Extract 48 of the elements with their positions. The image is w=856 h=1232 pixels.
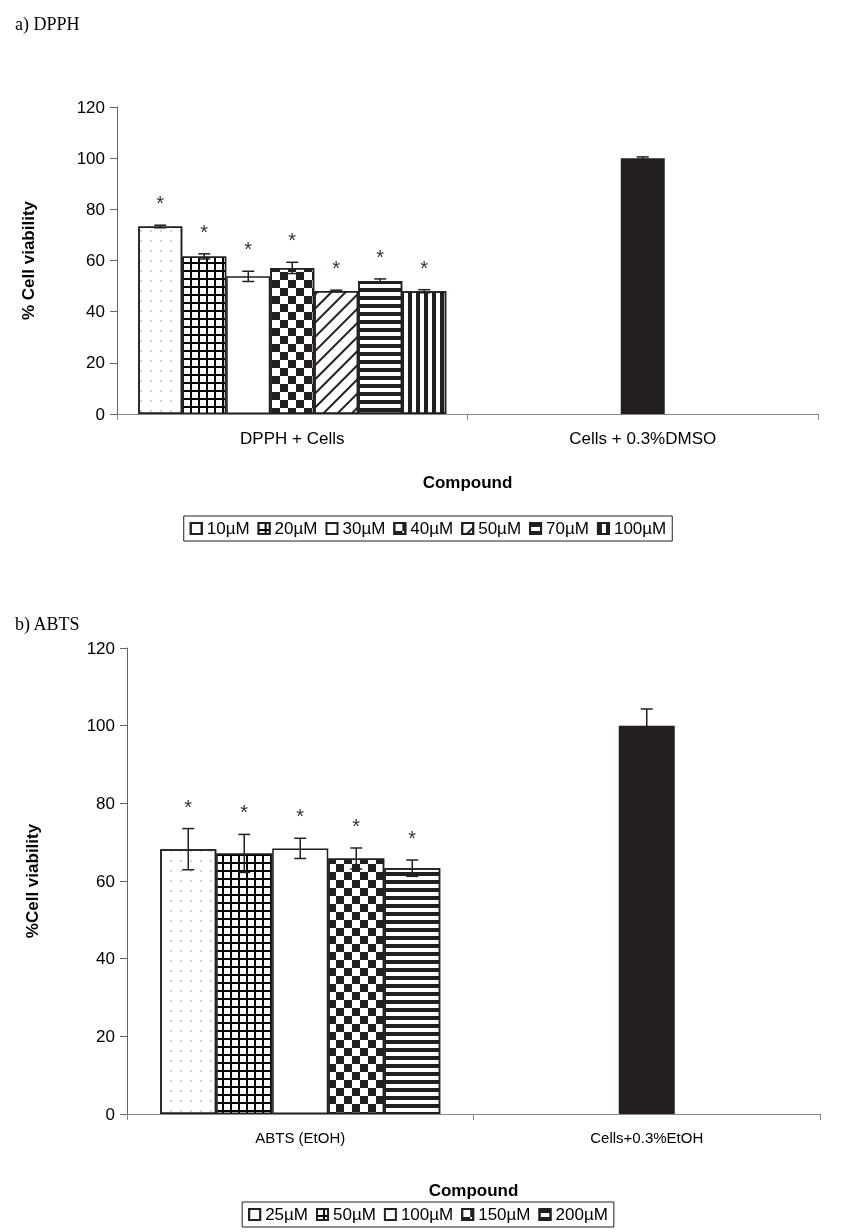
- x-axis-title: Compound: [428, 1181, 519, 1200]
- annotation: *: [352, 814, 361, 837]
- y-tick-label: 20: [86, 353, 105, 373]
- y-axis-title: %Cell viability: [23, 823, 42, 939]
- annotation: *: [408, 827, 417, 850]
- y-tick-label: 80: [86, 199, 105, 219]
- annotation: *: [184, 795, 193, 818]
- annotation: *: [376, 245, 385, 268]
- y-tick-label: 20: [96, 1026, 115, 1046]
- y-tick-label: 40: [96, 949, 115, 969]
- legend-label: 30µM: [342, 519, 386, 538]
- legend-label: 50µM: [478, 519, 522, 538]
- y-tick-label: 0: [95, 404, 105, 424]
- y-tick-label: 40: [86, 302, 105, 322]
- legend-label: 50µM: [333, 1205, 376, 1224]
- legend-label: 200µM: [555, 1205, 608, 1224]
- annotation: *: [420, 256, 429, 279]
- legend-label: 100µM: [400, 1205, 454, 1224]
- legend-label: 100µM: [613, 519, 667, 538]
- x-tick-label: ABTS (EtOH): [255, 1129, 346, 1146]
- legend-label: 150µM: [478, 1205, 531, 1224]
- annotation: *: [244, 238, 253, 261]
- legend-label: 20µM: [274, 519, 318, 538]
- x-tick-label: Cells + 0.3%DMSO: [569, 429, 717, 448]
- legend-label: 40µM: [410, 519, 454, 538]
- y-tick-label: 80: [96, 793, 115, 813]
- y-tick-label: 100: [76, 148, 105, 168]
- y-tick-label: 100: [86, 716, 115, 736]
- x-axis-title: Compound: [422, 473, 513, 492]
- annotation: *: [288, 229, 297, 252]
- annotation: *: [296, 805, 305, 828]
- legend-label: 25µM: [265, 1205, 309, 1224]
- x-tick-label: Cells+0.3%EtOH: [590, 1129, 704, 1146]
- chart-title: b) ABTS: [15, 614, 80, 635]
- y-tick-label: 120: [86, 638, 115, 658]
- y-tick-label: 120: [76, 97, 105, 117]
- y-tick-label: 0: [105, 1104, 115, 1124]
- x-tick-label: DPPH + Cells: [240, 429, 345, 448]
- legend-label: 10µM: [206, 519, 250, 538]
- y-axis-title: % Cell viability: [19, 200, 38, 321]
- annotation: *: [200, 220, 209, 243]
- y-tick-label: 60: [86, 251, 105, 270]
- y-tick-label: 60: [96, 871, 115, 891]
- annotation: *: [240, 801, 249, 824]
- chart-title: a) DPPH: [15, 14, 80, 35]
- annotation: *: [156, 192, 165, 215]
- annotation: *: [332, 257, 341, 280]
- legend-label: 70µM: [546, 519, 589, 538]
